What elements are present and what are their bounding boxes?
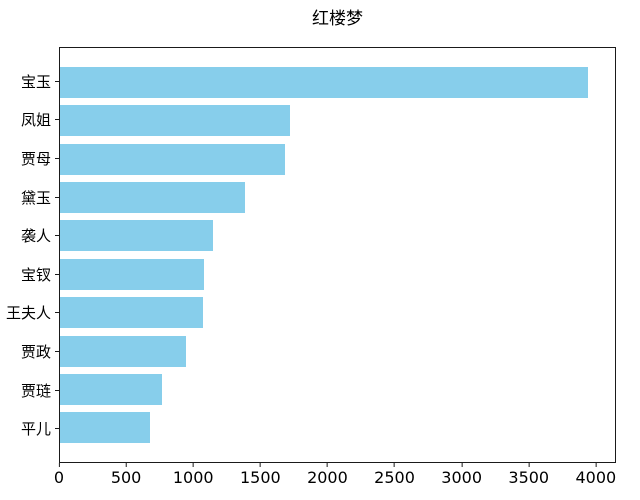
bar-band (60, 178, 615, 216)
bar-band (60, 63, 615, 101)
x-tick: 2000 (307, 463, 348, 486)
x-tick-mark (528, 463, 530, 467)
y-tick-row: 贾母 (0, 139, 59, 178)
bar-宝钗 (60, 258, 204, 290)
x-tick: 0 (54, 463, 64, 486)
y-tick-mark (55, 312, 59, 314)
x-tick-label: 4000 (575, 468, 617, 487)
x-tick: 500 (110, 463, 142, 487)
x-tick: 4000 (575, 463, 617, 487)
x-tick-label: 3500 (508, 468, 550, 487)
bar-袭人 (60, 220, 214, 252)
y-tick-row: 凤姐 (0, 101, 59, 140)
y-tick-mark (55, 389, 59, 391)
x-tick-label: 1500 (239, 468, 281, 487)
bar-band (60, 370, 615, 408)
y-tick-label: 贾琏 (20, 381, 51, 400)
x-tick: 2500 (374, 463, 415, 486)
x-tick-label: 2500 (374, 468, 415, 487)
bar-贾母 (60, 143, 286, 175)
x-tick-label: 2000 (307, 468, 348, 487)
y-tick-mark (55, 196, 59, 198)
bar-band (60, 140, 615, 178)
bar-band (60, 409, 615, 447)
y-tick-label: 平儿 (20, 420, 51, 439)
y-tick-label: 黛玉 (20, 188, 51, 207)
y-tick-label: 袭人 (20, 227, 51, 246)
x-tick: 3000 (441, 463, 482, 486)
x-tick-label: 3000 (441, 468, 482, 487)
x-tick-mark (259, 463, 261, 467)
y-axis-labels: 宝玉凤姐贾母黛玉袭人宝钗王夫人贾政贾琏平儿 (0, 47, 59, 463)
x-tick-mark (461, 463, 463, 467)
y-tick-row: 王夫人 (0, 294, 59, 333)
bar-贾琏 (60, 373, 163, 405)
y-tick-row: 黛玉 (0, 178, 59, 217)
x-tick: 3500 (508, 463, 549, 486)
bar-黛玉 (60, 181, 245, 213)
y-tick-label: 贾母 (20, 149, 51, 168)
x-tick-mark (394, 463, 396, 467)
y-tick-mark (55, 273, 59, 275)
bar-band (60, 217, 615, 255)
bar-band (60, 255, 615, 293)
y-tick-row: 宝钗 (0, 255, 59, 294)
chart-title: 红楼梦 (312, 9, 363, 29)
x-tick-label: 500 (110, 468, 142, 487)
y-tick-row: 贾政 (0, 332, 59, 371)
y-tick-mark (55, 119, 59, 121)
y-tick-mark (55, 80, 59, 82)
y-tick-mark (55, 350, 59, 352)
y-tick-label: 凤姐 (20, 111, 51, 130)
y-tick-mark (55, 428, 59, 430)
bar-贾政 (60, 335, 187, 367)
x-axis: 0 500 1000 1500 2000 2500 3000 3500 4000 (54, 463, 617, 493)
y-tick-label: 宝钗 (20, 265, 51, 284)
x-tick-mark (192, 463, 194, 467)
plot-area (59, 47, 616, 463)
y-tick-row: 袭人 (0, 216, 59, 255)
y-tick-row: 宝玉 (0, 62, 59, 101)
x-tick-label: 1000 (172, 468, 214, 487)
x-tick-mark (326, 463, 328, 467)
bar-band (60, 332, 615, 370)
bar-band (60, 101, 615, 139)
y-tick-row: 贾琏 (0, 371, 59, 410)
y-tick-mark (55, 235, 59, 237)
x-tick-mark (125, 463, 127, 467)
x-tick-mark (58, 463, 60, 467)
x-tick-mark (595, 463, 597, 467)
bar-band (60, 293, 615, 331)
y-tick-label: 宝玉 (20, 72, 51, 91)
y-tick-row: 平儿 (0, 409, 59, 448)
y-tick-label: 贾政 (20, 342, 51, 361)
bar-宝玉 (60, 66, 589, 98)
y-tick-mark (55, 157, 59, 159)
x-tick-label: 0 (53, 468, 65, 487)
bars (60, 48, 615, 462)
x-tick: 1000 (173, 463, 214, 486)
bar-王夫人 (60, 297, 204, 329)
y-tick-label: 王夫人 (5, 304, 51, 323)
x-tick: 1500 (240, 463, 281, 486)
bar-平儿 (60, 412, 150, 444)
bar-凤姐 (60, 105, 291, 137)
